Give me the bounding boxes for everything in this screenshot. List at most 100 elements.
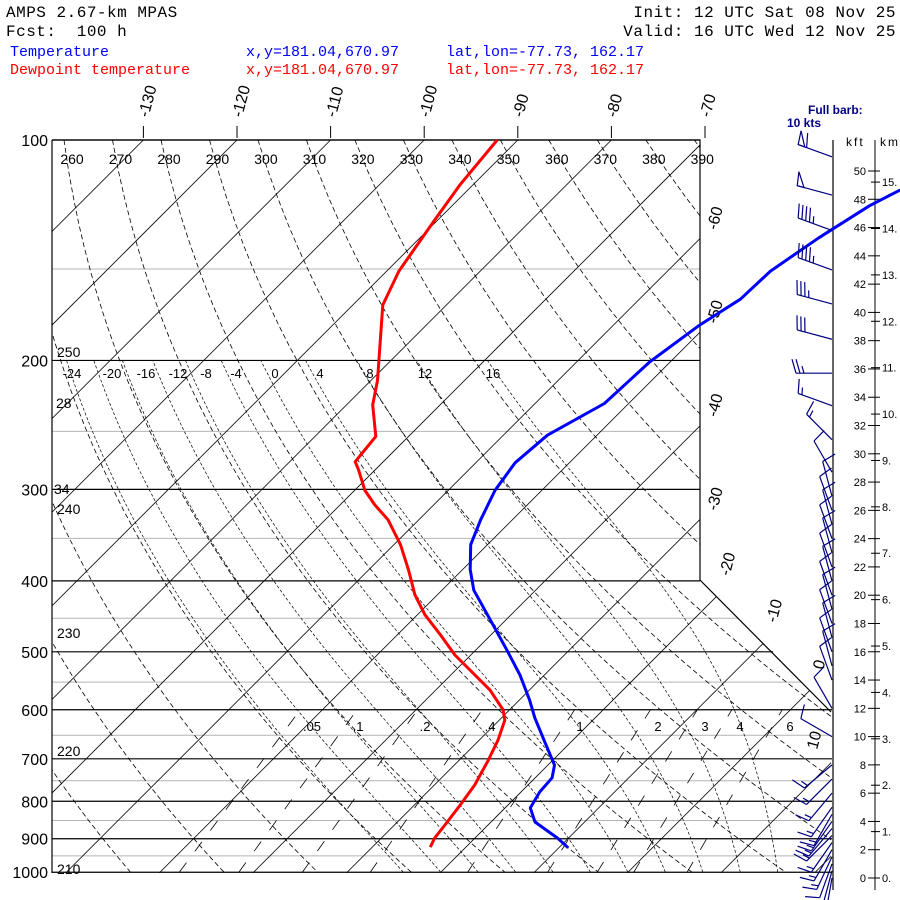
moist-adiabat-label: 16	[486, 366, 500, 381]
dry-adiabat-label: 350	[497, 151, 521, 167]
isotherm-label: -30	[704, 486, 726, 513]
kft-tick-label: 2	[860, 845, 866, 857]
barb-full	[806, 401, 815, 415]
kft-tick-label: 14	[854, 675, 866, 687]
barb-full	[822, 510, 836, 519]
barb-staff	[819, 863, 833, 898]
wind-barb	[822, 566, 836, 610]
barb-key-line2: 10 kts	[787, 116, 821, 130]
kft-tick-label: 0	[860, 873, 866, 885]
barb-full	[822, 538, 836, 547]
isotherm-label: -40	[704, 392, 726, 419]
temperature-line	[468, 188, 900, 849]
chart-grid	[52, 140, 831, 873]
dry-adiabat-label: 320	[351, 151, 375, 167]
barb-staff	[819, 504, 833, 539]
kft-tick-label: 8	[860, 760, 866, 772]
barb-staff	[822, 517, 833, 553]
barb-staff	[813, 676, 833, 709]
wind-barb	[797, 203, 833, 231]
dry-adiabat	[257, 140, 831, 873]
km-tick-label: 11.	[882, 363, 896, 375]
wind-barb	[797, 243, 833, 271]
barb-staff	[819, 561, 833, 596]
barb-staff	[819, 589, 833, 624]
mixing-ratio-line	[238, 709, 358, 873]
dry-adiabat-label: 210	[57, 861, 81, 877]
dry-adiabat-label: 270	[109, 151, 133, 167]
barb-staff	[822, 630, 833, 667]
barb-half	[804, 849, 812, 854]
kft-tick-label: 26	[854, 505, 866, 517]
barb-full	[819, 524, 832, 534]
barb-full	[805, 896, 820, 899]
dry-adiabat-label: 340	[448, 151, 472, 167]
mixing-ratio-line	[369, 709, 483, 873]
isotherm-line	[346, 140, 831, 873]
barb-half	[811, 884, 819, 887]
mixing-ratio-label: 1	[576, 719, 583, 734]
km-tick-label: 15.	[882, 177, 897, 189]
barb-full	[797, 203, 800, 219]
wind-barb	[802, 856, 833, 891]
barb-full	[819, 467, 832, 478]
dry-adiabat	[52, 140, 318, 873]
barb-half	[812, 255, 815, 264]
pressure-label: 300	[21, 482, 48, 499]
wind-barb	[800, 704, 833, 738]
wind-barb	[795, 828, 833, 857]
dry-adiabat-label: 380	[642, 151, 666, 167]
isotherm-label: -90	[510, 92, 532, 119]
isotherm-line	[52, 140, 238, 873]
km-tick-label: 0.	[882, 873, 891, 885]
mixing-ratio-label: 2	[654, 719, 661, 734]
wind-barb	[819, 637, 833, 681]
kft-tick-label: 44	[854, 251, 866, 263]
km-tick-label: 6.	[882, 595, 891, 607]
km-tick-label: 12.	[882, 316, 897, 328]
moist-adiabat-label: -4	[230, 366, 242, 381]
barb-full	[797, 845, 812, 852]
pressure-label: 600	[21, 703, 48, 720]
dry-adiabat-label: 220	[57, 743, 81, 759]
isotherm-line	[52, 140, 612, 873]
km-tick-label: 9.	[882, 455, 891, 467]
barb-half	[808, 875, 817, 879]
barb-full	[801, 204, 804, 220]
mixing-ratio-label: .05	[303, 719, 321, 734]
barb-staff	[819, 617, 833, 652]
isotherm-label: -130	[136, 84, 161, 119]
wind-barb	[793, 835, 833, 862]
dry-adiabat-label: 260	[60, 151, 84, 167]
kft-tick-label: 4	[860, 816, 866, 828]
barb-staff	[822, 574, 833, 610]
barb-staff	[806, 413, 833, 441]
km-tick-label: 10.	[882, 409, 897, 421]
barb-full	[813, 666, 825, 678]
barb-full	[806, 133, 809, 148]
mixing-ratio-label: .2	[420, 719, 431, 734]
wind-barb	[819, 495, 833, 539]
barb-full	[822, 594, 836, 604]
barb-half	[801, 366, 805, 374]
isotherm-line	[52, 140, 519, 873]
moist-adiabat	[416, 360, 741, 873]
legend-dewpoint-xy: x,y=181.04,670.97	[246, 62, 400, 79]
barb-staff	[797, 392, 833, 407]
barb-half	[806, 865, 814, 870]
barb-staff	[808, 792, 833, 822]
barb-full	[813, 430, 825, 442]
barb-full	[822, 453, 836, 462]
forecast-hour: Fcst: 100 h	[6, 23, 128, 41]
barb-staff	[797, 329, 833, 340]
moist-adiabat-label: -20	[103, 366, 122, 381]
dry-adiabat	[548, 140, 831, 873]
kft-tick-label: 46	[854, 223, 866, 235]
barb-full	[822, 623, 836, 632]
wind-barb	[813, 666, 833, 709]
dry-adiabat-label: 280	[157, 151, 181, 167]
dry-adiabat	[306, 140, 831, 873]
chart-frame	[51, 126, 880, 890]
kft-tick-label: 22	[854, 562, 866, 574]
